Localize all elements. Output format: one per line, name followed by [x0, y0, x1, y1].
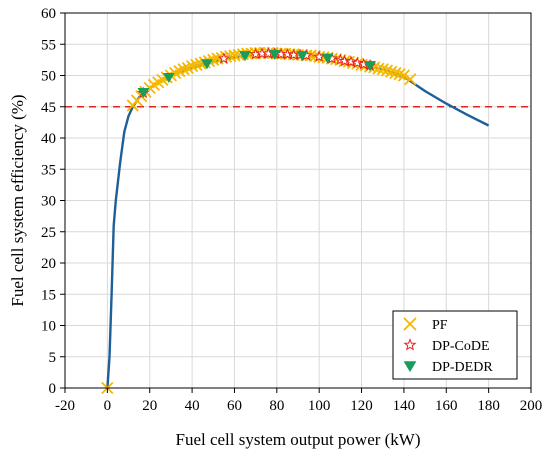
marker-stroke — [185, 59, 199, 73]
point-dp-dedr — [268, 49, 281, 60]
x-tick-label: 180 — [477, 398, 500, 414]
point-pf — [380, 64, 394, 77]
y-tick-label: 20 — [41, 256, 56, 272]
point-dp-dedr — [364, 61, 376, 72]
y-tick-label: 5 — [49, 350, 57, 366]
x-tick-label: 140 — [393, 398, 416, 414]
legend-entries: PF DP-CoDE DP-DEDR — [403, 317, 493, 375]
x-tick-label: 100 — [308, 398, 331, 414]
x-tick-label: 0 — [104, 398, 112, 414]
marker-stroke — [393, 68, 406, 81]
marker-stroke — [224, 49, 237, 63]
marker-stroke — [404, 73, 417, 86]
point-dp-dedr — [239, 51, 251, 62]
x-tick-label: 160 — [435, 398, 458, 414]
point-pf — [393, 68, 406, 81]
point-dp-code — [217, 52, 230, 64]
legend-item-dp-code: DP-CoDE — [403, 338, 490, 354]
point-pf — [185, 59, 199, 73]
y-tick-label: 10 — [41, 319, 56, 335]
point-dp-dedr — [137, 88, 150, 99]
point-pf — [190, 58, 203, 72]
x-tick-label: 40 — [185, 398, 200, 414]
point-pf — [389, 66, 402, 80]
marker-stroke — [228, 49, 241, 62]
x-tick-label: 60 — [227, 398, 242, 414]
marker-stroke — [177, 63, 190, 76]
y-tick-label: 60 — [41, 6, 56, 22]
legend-item-pf: PF — [403, 317, 448, 333]
point-pf — [385, 65, 398, 78]
y-tick-label: 25 — [41, 225, 56, 241]
y-tick-label: 0 — [49, 381, 57, 397]
x-axis-label: Fuel cell system output power (kW) — [175, 430, 420, 449]
point-dp-dedr — [162, 73, 175, 84]
marker-stroke — [380, 64, 394, 77]
marker-stroke — [397, 69, 411, 82]
y-axis-label: Fuel cell system efficiency (%) — [8, 94, 27, 306]
gridlines — [65, 13, 531, 388]
marker-stroke — [211, 52, 224, 65]
y-tick-label: 45 — [41, 100, 56, 116]
point-dp-code — [351, 56, 364, 69]
y-tick-label: 55 — [41, 37, 56, 53]
series-dp-dedr-points — [137, 49, 376, 99]
x-tick-label: 200 — [520, 398, 543, 414]
point-pf — [404, 73, 417, 86]
x-tick-label: -20 — [55, 398, 75, 414]
point-dp-code — [344, 55, 358, 67]
axis-ticks: -20 0 20 40 60 80 100 120 140 160 180 2000510152025… — [41, 6, 542, 414]
point-pf — [177, 63, 190, 76]
x-tick-label: 80 — [269, 398, 284, 414]
legend-label-dp-code: DP-CoDE — [432, 339, 490, 354]
marker-stroke — [403, 317, 417, 331]
point-dp-code — [338, 54, 351, 67]
point-pf — [376, 63, 389, 76]
x-tick-label: 120 — [350, 398, 373, 414]
x-tick-label: 20 — [142, 398, 157, 414]
legend-marker-dp-code — [403, 338, 417, 351]
marker-stroke — [376, 63, 389, 76]
point-dp-code — [281, 47, 294, 60]
marker-stroke — [385, 65, 398, 78]
legend-label-dp-dedr: DP-DEDR — [432, 360, 493, 375]
y-tick-label: 30 — [41, 194, 56, 210]
y-tick-label: 50 — [41, 69, 56, 85]
y-tick-label: 40 — [41, 131, 56, 147]
marker-stroke — [190, 58, 203, 72]
point-pf — [397, 69, 411, 82]
legend-label-pf: PF — [432, 318, 448, 333]
legend-marker-dp-dedr — [403, 361, 417, 373]
y-tick-label: 35 — [41, 162, 56, 178]
marker-series-group — [101, 46, 417, 395]
point-dp-dedr — [296, 51, 309, 62]
point-dp-dedr — [321, 53, 334, 64]
marker-stroke — [389, 66, 402, 80]
y-tick-label: 15 — [41, 287, 56, 303]
legend: PF DP-CoDE DP-DEDR — [392, 310, 518, 380]
legend-marker-pf — [403, 317, 417, 331]
legend-item-dp-dedr: DP-DEDR — [403, 360, 493, 375]
point-dp-dedr — [200, 59, 213, 70]
